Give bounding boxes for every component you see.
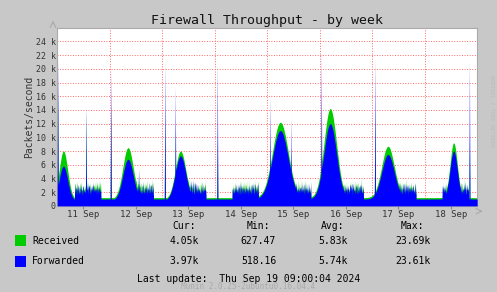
Text: 3.97k: 3.97k: [169, 256, 199, 266]
Text: Last update:  Thu Sep 19 09:00:04 2024: Last update: Thu Sep 19 09:00:04 2024: [137, 274, 360, 284]
Text: 4.05k: 4.05k: [169, 236, 199, 246]
Text: Received: Received: [32, 236, 80, 246]
Text: 23.69k: 23.69k: [395, 236, 430, 246]
Text: Forwarded: Forwarded: [32, 256, 85, 266]
Text: Max:: Max:: [401, 221, 424, 231]
Text: Avg:: Avg:: [321, 221, 345, 231]
Y-axis label: Packets/second: Packets/second: [24, 76, 34, 158]
Text: 5.74k: 5.74k: [318, 256, 348, 266]
Text: Min:: Min:: [247, 221, 270, 231]
Title: Firewall Throughput - by week: Firewall Throughput - by week: [151, 13, 383, 27]
Text: 5.83k: 5.83k: [318, 236, 348, 246]
Text: 23.61k: 23.61k: [395, 256, 430, 266]
Text: Cur:: Cur:: [172, 221, 196, 231]
Text: 518.16: 518.16: [241, 256, 276, 266]
Text: RRDTOOL / TOBI OETIKER: RRDTOOL / TOBI OETIKER: [490, 75, 495, 147]
Text: Munin 2.0.25-2ubuntu0.16.04.4: Munin 2.0.25-2ubuntu0.16.04.4: [181, 282, 316, 291]
Text: 627.47: 627.47: [241, 236, 276, 246]
